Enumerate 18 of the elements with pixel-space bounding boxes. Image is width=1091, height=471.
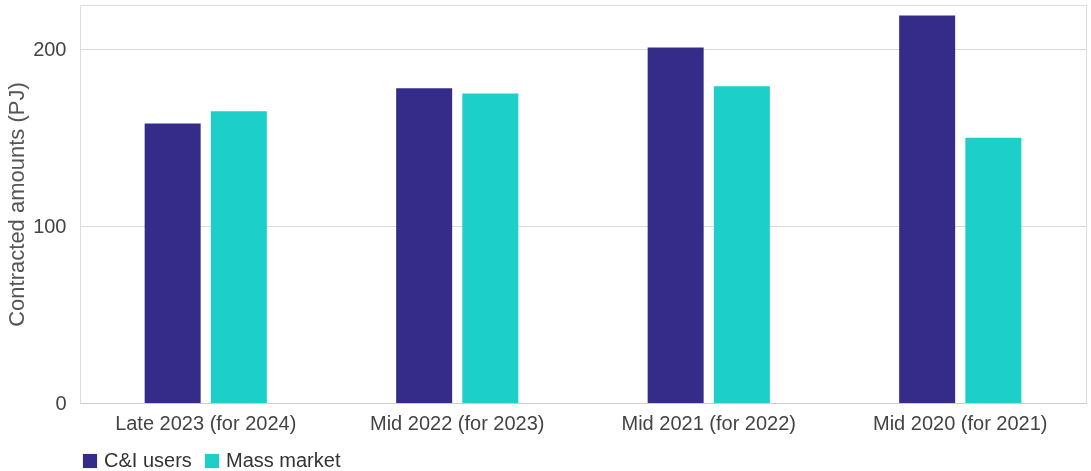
bar [647,47,704,403]
x-tick-label: Late 2023 (for 2024) [115,411,297,434]
legend-label: C&I users [104,449,192,471]
x-tick-label: Mid 2020 (for 2021) [872,411,1048,434]
bar [713,86,770,403]
legend-label: Mass market [226,449,341,471]
bar [396,88,453,403]
bar [965,137,1022,403]
bar [144,123,201,403]
x-tick-label: Mid 2021 (for 2022) [621,411,797,434]
y-axis-title: Contracted amounts (PJ) [4,82,30,327]
bar [899,15,956,403]
y-tick-label: 0 [55,391,67,414]
y-tick-label: 100 [33,214,67,237]
bar [210,111,267,403]
y-tick-label: 200 [33,37,67,60]
bar [462,93,519,403]
x-tick-label: Mid 2022 (for 2023) [369,411,545,434]
